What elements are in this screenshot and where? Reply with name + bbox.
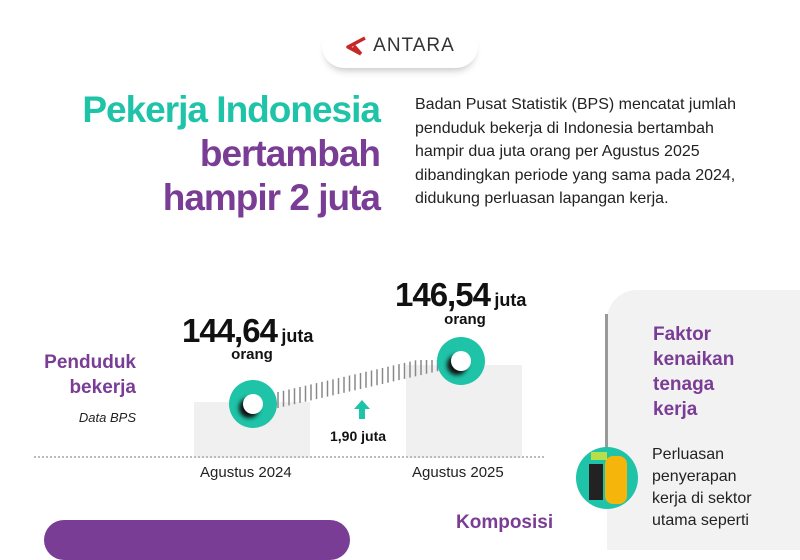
logo-text: ANTARA xyxy=(373,35,455,56)
period-2025: Agustus 2025 xyxy=(412,464,504,481)
source-label: Data BPS xyxy=(78,410,136,425)
suffix-2025: orang xyxy=(444,311,486,328)
marker-2025 xyxy=(437,337,485,385)
marker-2024 xyxy=(229,380,277,428)
label-line-1: Penduduk xyxy=(44,352,136,373)
divider xyxy=(605,314,608,454)
increase-value: 1,90 juta xyxy=(330,428,387,444)
value-2025: 146,54 juta xyxy=(395,276,527,313)
factors-panel xyxy=(607,290,800,550)
worker-icon xyxy=(576,447,638,509)
factors-title: Faktor kenaikan tenaga kerja xyxy=(653,324,735,420)
label-line-2: bekerja xyxy=(69,377,136,398)
antara-logo: ANTARA xyxy=(322,24,478,68)
suffix-2024: orang xyxy=(231,346,273,363)
title-line-1: Pekerja Indonesia xyxy=(82,89,381,130)
purple-card xyxy=(44,520,350,560)
title-line-3: hampir 2 juta xyxy=(162,177,381,218)
period-2024: Agustus 2024 xyxy=(200,464,292,481)
comparison-label: Penduduk bekerja xyxy=(42,350,136,400)
antara-logo-icon xyxy=(346,36,366,56)
connector-line xyxy=(277,360,439,408)
composition-title: Komposisi xyxy=(456,512,554,533)
title-line-2: bertambah xyxy=(199,133,381,174)
arrow-up-icon xyxy=(354,400,370,419)
baseline xyxy=(34,456,544,458)
value-2024: 144,64 juta xyxy=(182,312,314,349)
factors-text: Perluasan penyerapan kerja di sektor uta… xyxy=(652,446,752,529)
description: Badan Pusat Statistik (BPS) mencatat jum… xyxy=(415,96,737,207)
page-title: Pekerja Indonesia bertambah hampir 2 jut… xyxy=(82,88,381,220)
